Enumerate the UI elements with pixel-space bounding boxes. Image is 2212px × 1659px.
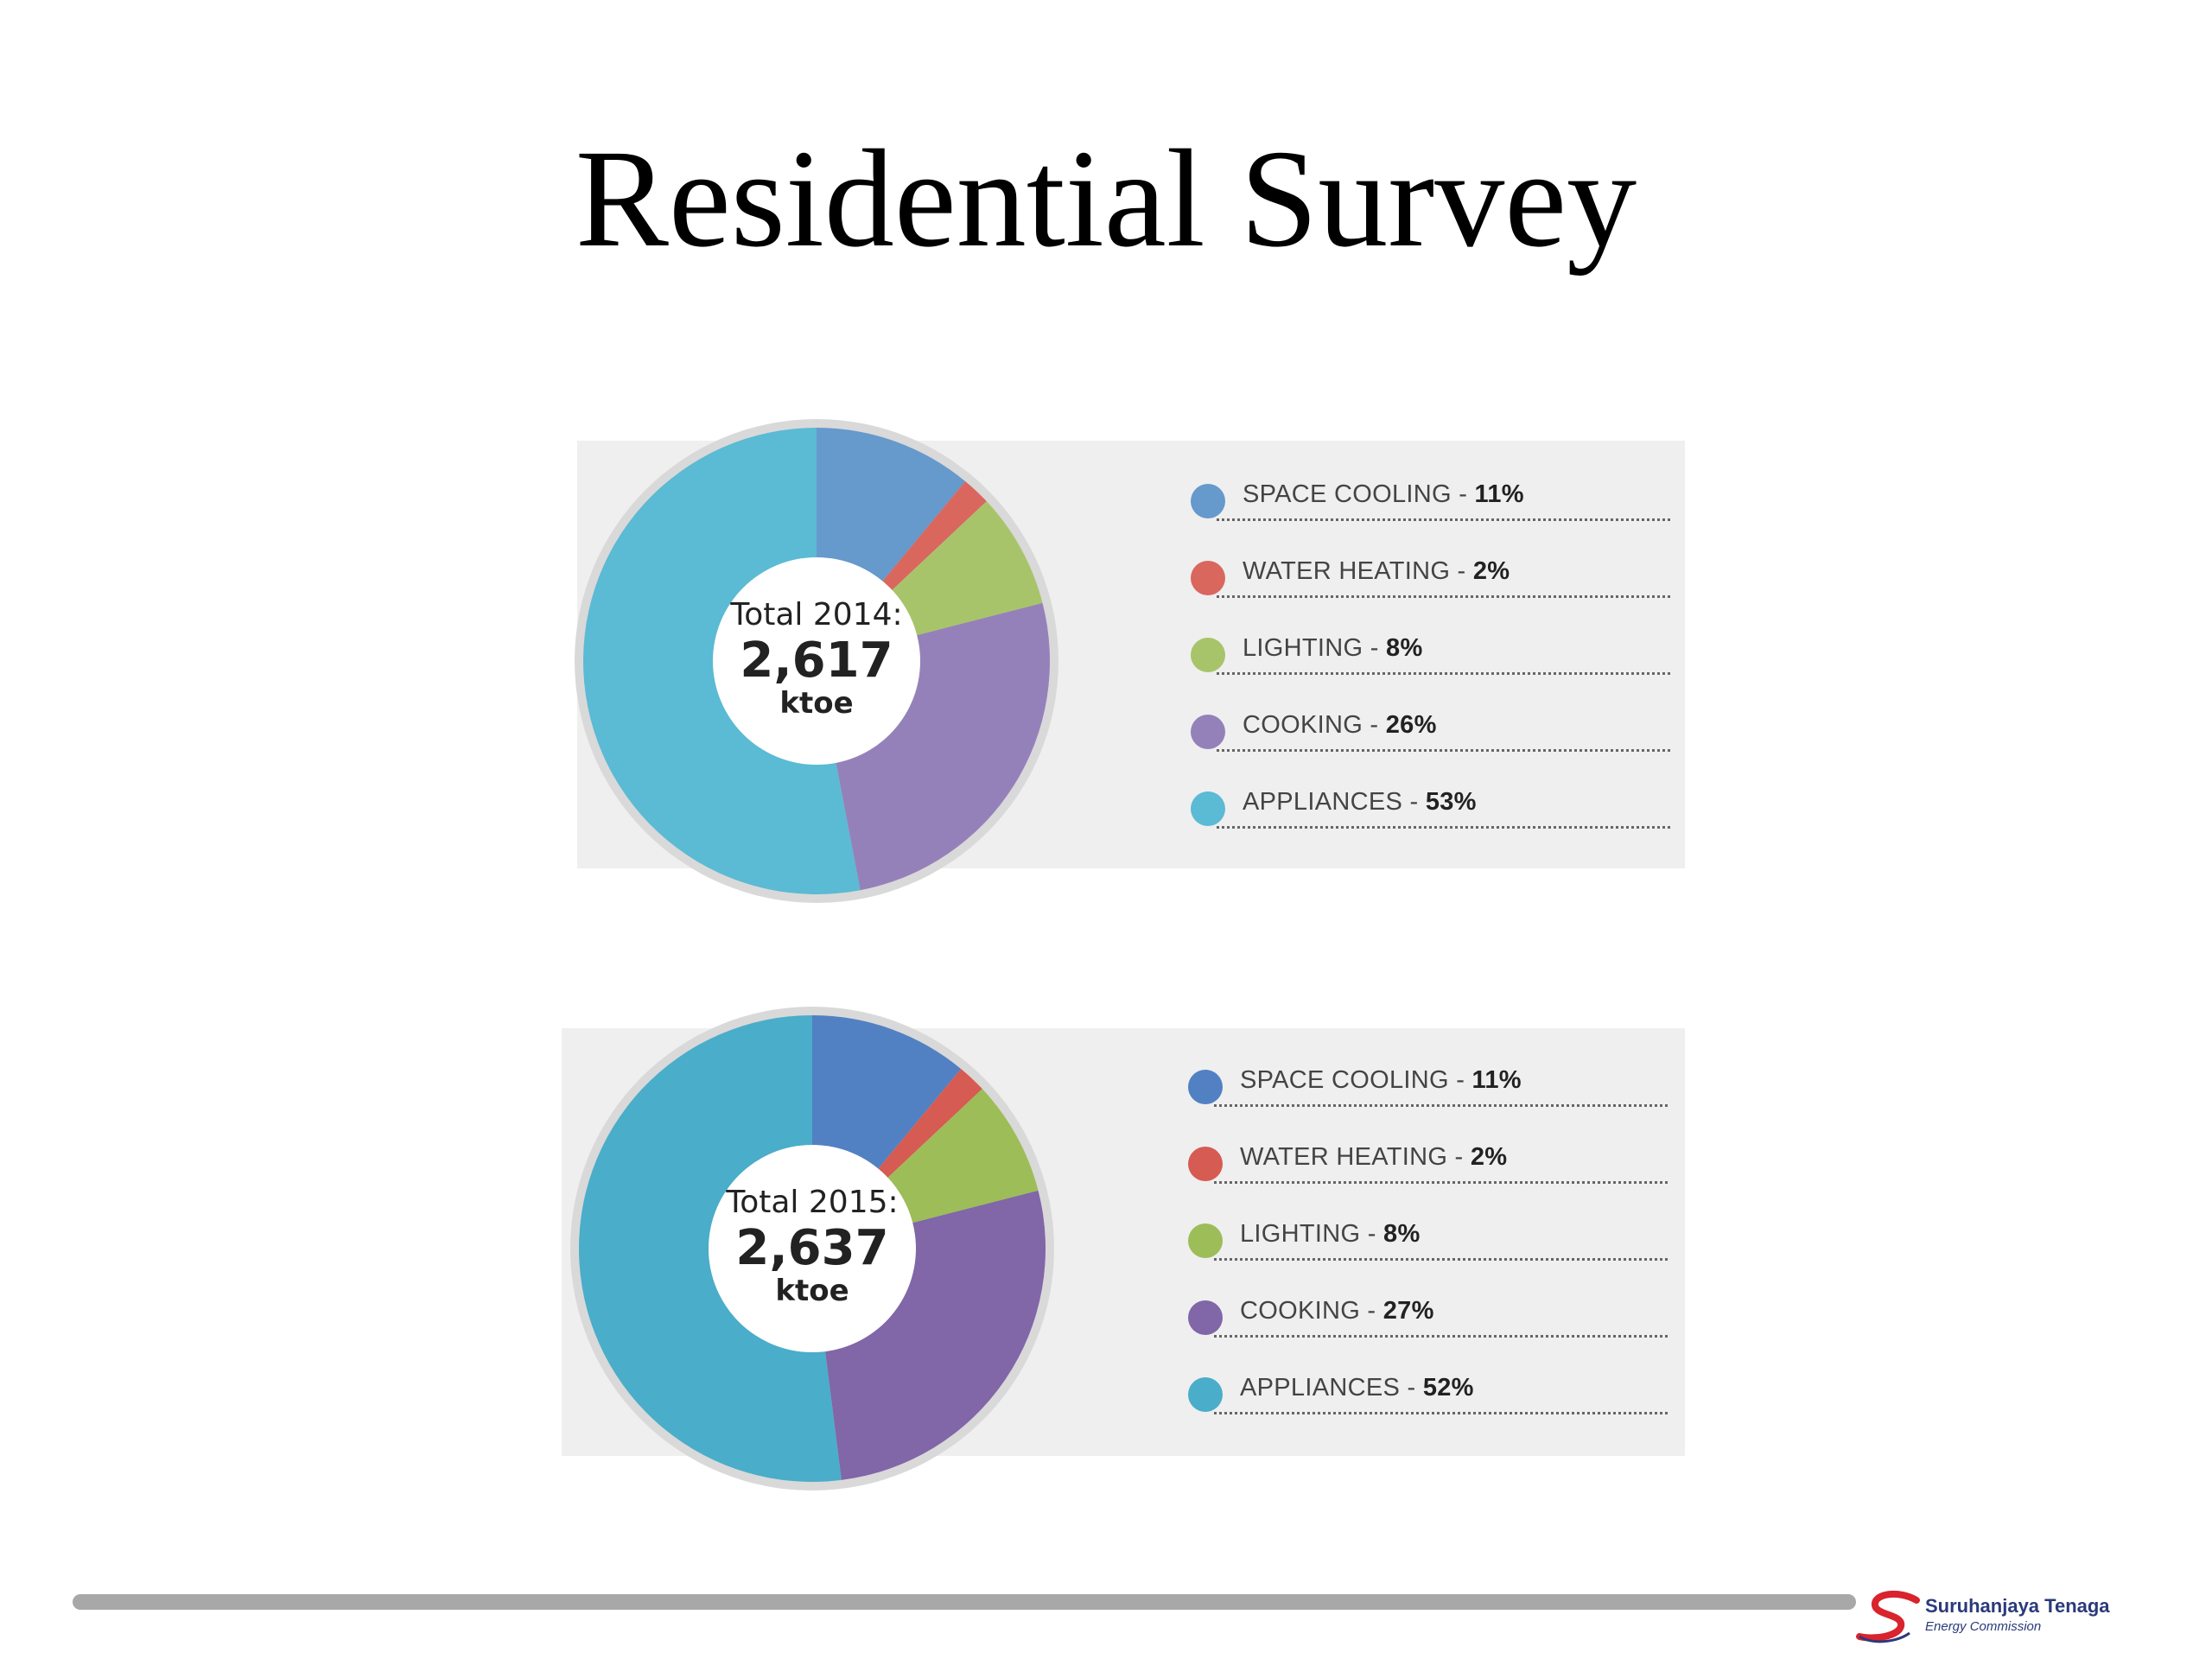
legend-value: 2%: [1472, 557, 1510, 585]
donut-hole: [709, 1145, 916, 1352]
legend-item-space-cooling: SPACE COOLING - 11%: [1191, 475, 1670, 527]
legend-dotted-rule: [1214, 1258, 1668, 1261]
legend-dot-icon: [1191, 791, 1225, 826]
center-unit: ktoe: [775, 1274, 849, 1308]
legend-value: 11%: [1474, 480, 1524, 508]
legend-item-water-heating: WATER HEATING - 2%: [1188, 1138, 1668, 1190]
legend-value: 52%: [1422, 1374, 1474, 1402]
legend-item-appliances: APPLIANCES - 52%: [1188, 1369, 1668, 1421]
legend-dot-icon: [1188, 1377, 1223, 1412]
legend-dot-icon: [1188, 1147, 1223, 1181]
legend-text: COOKING - 26%: [1243, 711, 1437, 740]
legend-2014: SPACE COOLING - 11% WATER HEATING - 2% LIG…: [1191, 475, 1670, 855]
legend-dotted-rule: [1217, 672, 1670, 675]
legend-text: SPACE COOLING - 11%: [1240, 1066, 1522, 1095]
legend-text: SPACE COOLING - 11%: [1243, 480, 1524, 509]
legend-dot-icon: [1188, 1300, 1223, 1335]
center-value: 2,617: [740, 632, 893, 689]
legend-value: 8%: [1383, 1220, 1421, 1248]
legend-text: APPLIANCES - 52%: [1240, 1374, 1474, 1402]
legend-label: LIGHTING -: [1240, 1220, 1384, 1248]
legend-value: 8%: [1386, 634, 1423, 662]
footer-bar: [73, 1594, 1856, 1610]
legend-dotted-rule: [1217, 518, 1670, 521]
legend-dot-icon: [1188, 1070, 1223, 1104]
logo-name: Suruhanjaya Tenaga: [1925, 1595, 2110, 1617]
center-label: Total 2015:: [725, 1185, 898, 1220]
center-unit: ktoe: [779, 686, 853, 721]
legend-text: LIGHTING - 8%: [1240, 1220, 1421, 1249]
legend-value: 11%: [1471, 1066, 1522, 1094]
legend-label: SPACE COOLING -: [1240, 1066, 1472, 1094]
legend-item-lighting: LIGHTING - 8%: [1188, 1215, 1668, 1267]
legend-value: 27%: [1382, 1297, 1434, 1325]
legend-dotted-rule: [1214, 1335, 1668, 1338]
center-label: Total 2014:: [729, 597, 902, 632]
legend-text: COOKING - 27%: [1240, 1297, 1434, 1325]
legend-dotted-rule: [1217, 595, 1670, 598]
legend-text: WATER HEATING - 2%: [1243, 557, 1510, 586]
legend-text: APPLIANCES - 53%: [1243, 788, 1477, 817]
legend-label: LIGHTING -: [1243, 634, 1387, 662]
legend-label: WATER HEATING -: [1243, 557, 1473, 585]
legend-item-cooking: COOKING - 27%: [1188, 1292, 1668, 1344]
legend-label: SPACE COOLING -: [1243, 480, 1475, 508]
slide-title: Residential Survey: [575, 122, 1637, 276]
legend-value: 53%: [1425, 788, 1477, 816]
legend-dot-icon: [1188, 1224, 1223, 1258]
legend-dotted-rule: [1217, 826, 1670, 829]
legend-2015: SPACE COOLING - 11% WATER HEATING - 2% LIG…: [1188, 1061, 1668, 1441]
legend-item-cooking: COOKING - 26%: [1191, 706, 1670, 758]
legend-dot-icon: [1191, 561, 1225, 595]
legend-text: WATER HEATING - 2%: [1240, 1143, 1507, 1172]
legend-dot-icon: [1191, 638, 1225, 672]
legend-dot-icon: [1191, 715, 1225, 749]
legend-text: LIGHTING - 8%: [1243, 634, 1423, 663]
donut-hole: [713, 557, 920, 765]
legend-value: 26%: [1385, 711, 1437, 739]
legend-item-space-cooling: SPACE COOLING - 11%: [1188, 1061, 1668, 1113]
swoosh-logo-icon: [1856, 1590, 1920, 1643]
legend-value: 2%: [1470, 1143, 1508, 1171]
legend-dotted-rule: [1217, 749, 1670, 752]
legend-item-lighting: LIGHTING - 8%: [1191, 629, 1670, 681]
logo-subtitle: Energy Commission: [1925, 1619, 2042, 1634]
legend-item-water-heating: WATER HEATING - 2%: [1191, 552, 1670, 604]
legend-label: APPLIANCES -: [1240, 1374, 1423, 1402]
legend-label: COOKING -: [1243, 711, 1386, 739]
legend-label: APPLIANCES -: [1243, 788, 1426, 816]
legend-item-appliances: APPLIANCES - 53%: [1191, 783, 1670, 835]
legend-label: COOKING -: [1240, 1297, 1383, 1325]
legend-dotted-rule: [1214, 1104, 1668, 1107]
legend-label: WATER HEATING -: [1240, 1143, 1471, 1171]
legend-dot-icon: [1191, 484, 1225, 518]
energy-commission-logo: Suruhanjaya Tenaga Energy Commission: [1856, 1588, 2115, 1649]
center-value: 2,637: [735, 1220, 888, 1276]
legend-dotted-rule: [1214, 1181, 1668, 1184]
legend-dotted-rule: [1214, 1412, 1668, 1414]
